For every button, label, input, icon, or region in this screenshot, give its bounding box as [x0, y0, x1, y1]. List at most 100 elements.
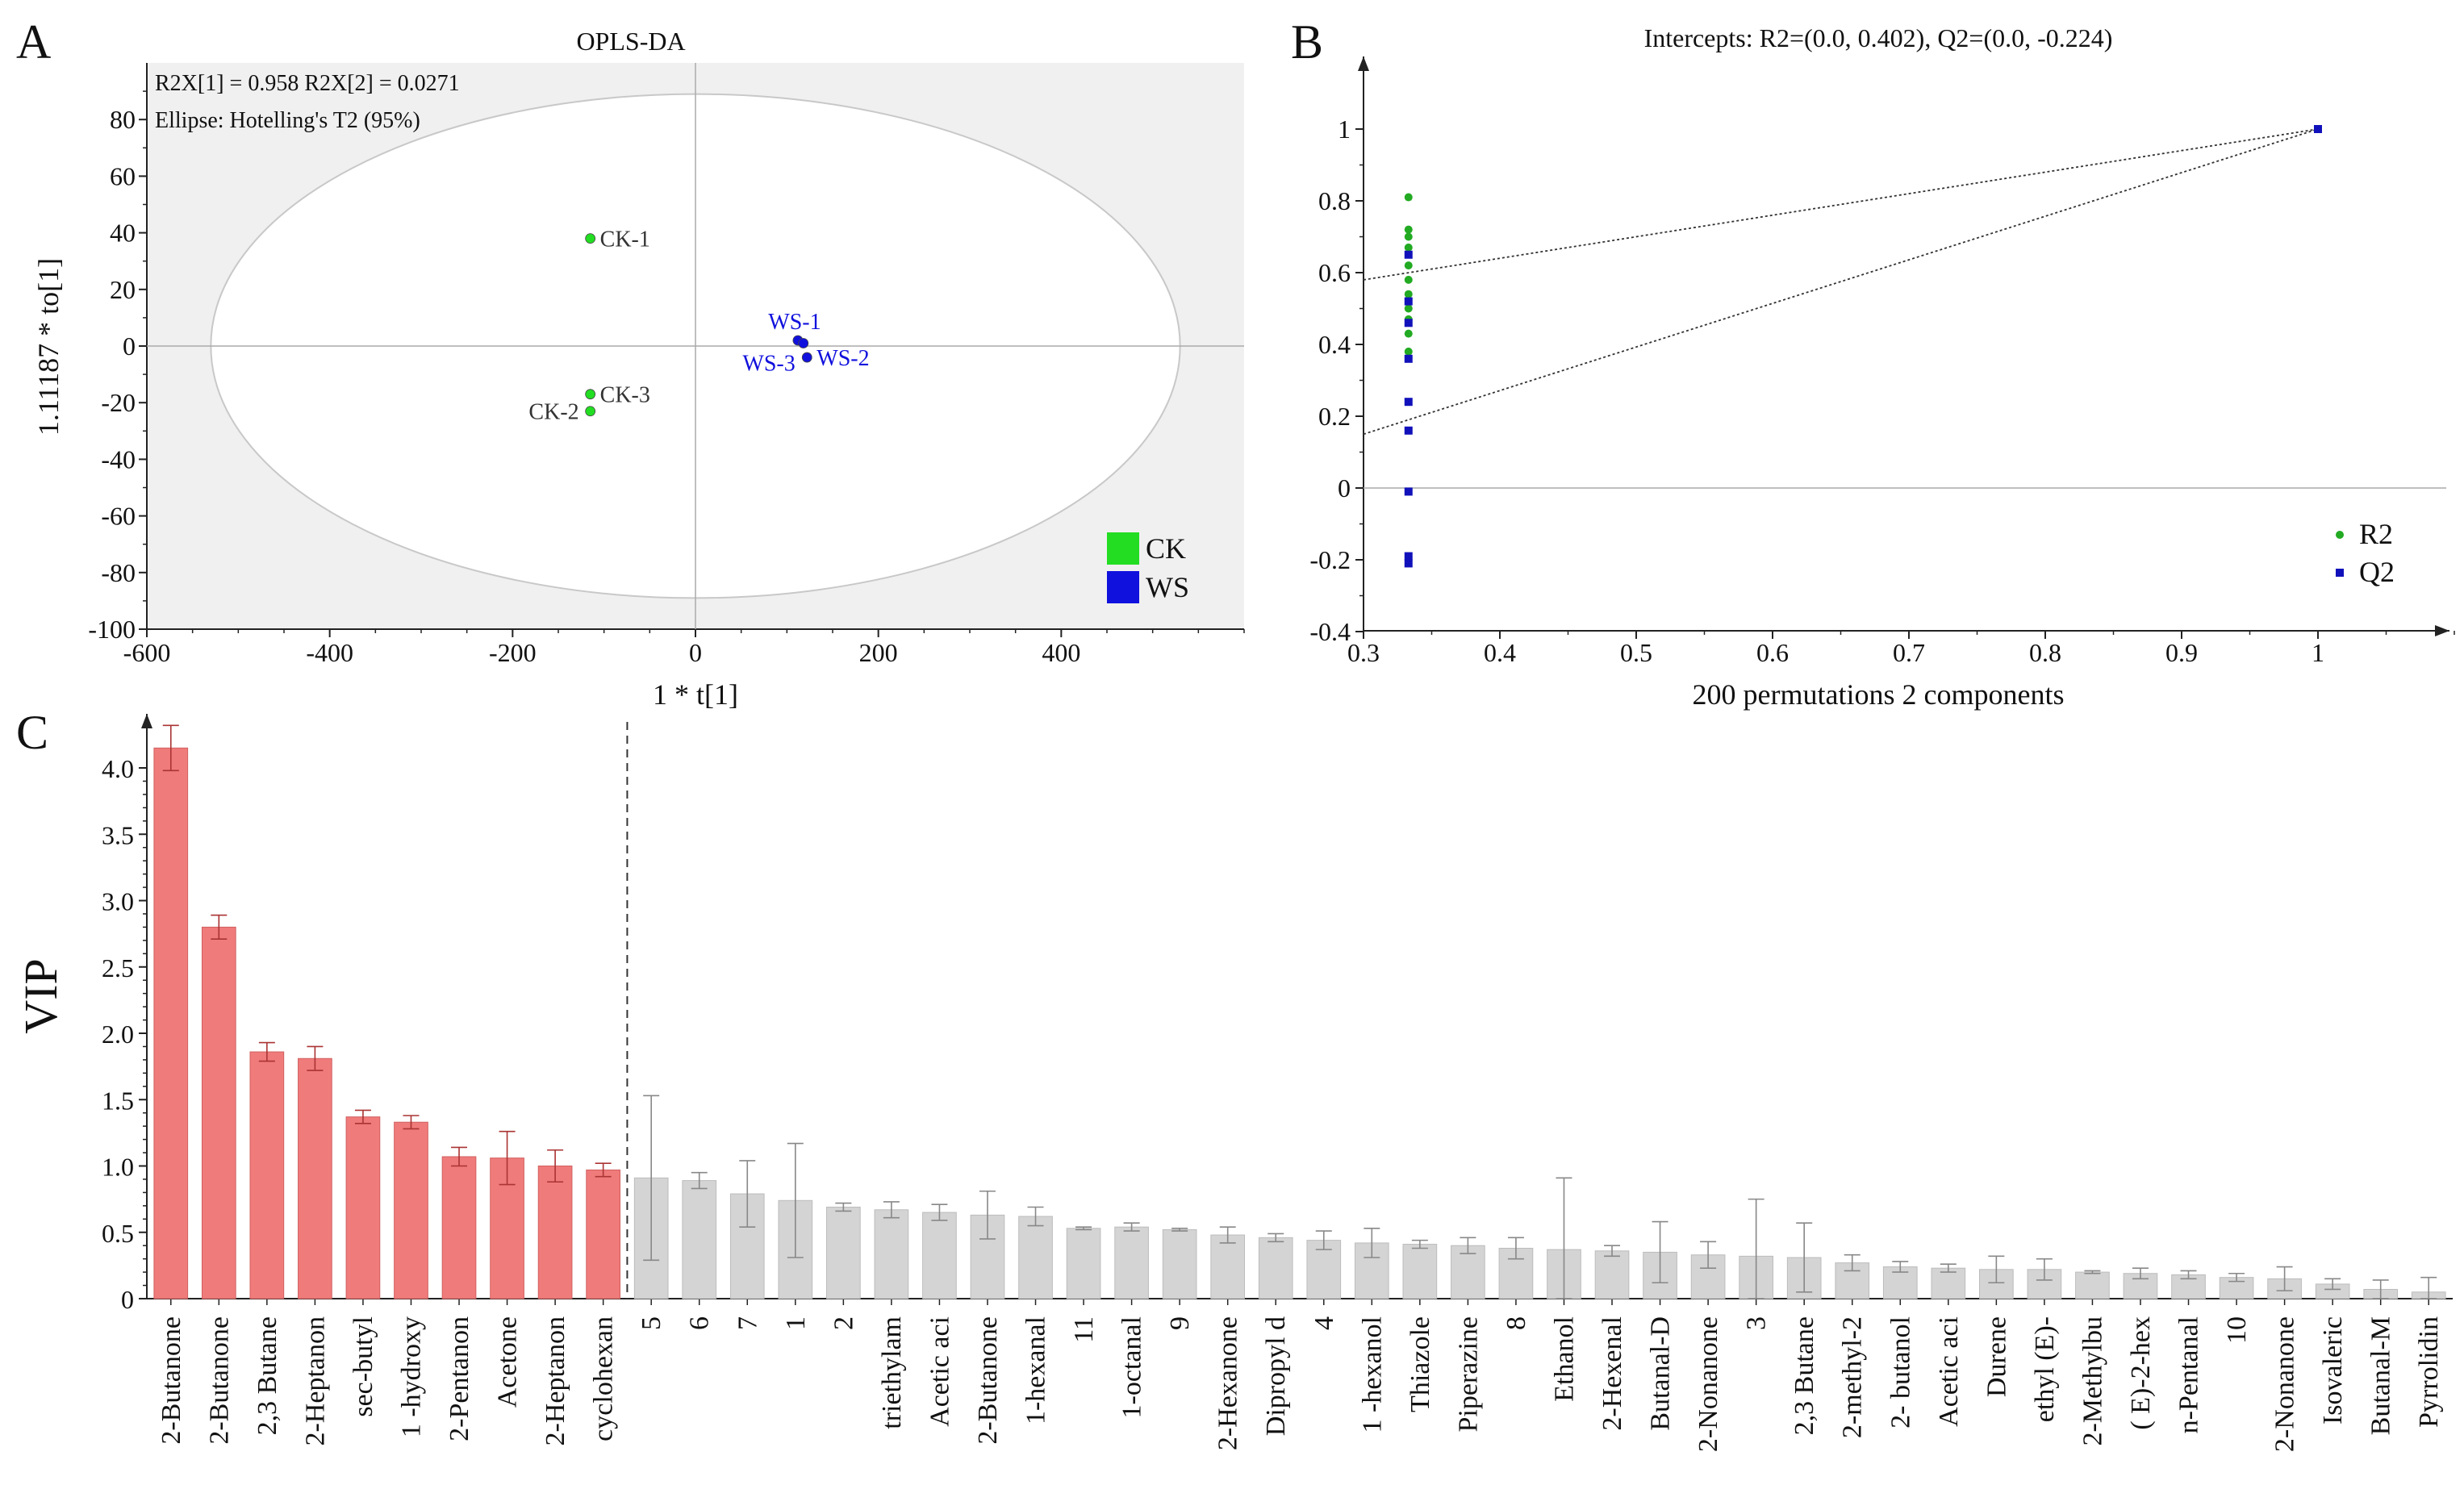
b-x-tick-label: 1 — [2312, 638, 2324, 667]
panel-a-y-label: 1.11187 * to[1] — [32, 258, 65, 436]
q2-point — [1404, 354, 1413, 363]
c-y-tick-label: 0.5 — [102, 1219, 134, 1248]
vip-bar — [537, 1166, 573, 1299]
y-tick-label: -60 — [101, 502, 136, 531]
vip-bar — [922, 1212, 957, 1299]
c-y-tick-label: 3.0 — [102, 887, 134, 916]
category-label: Acetone — [493, 1316, 523, 1408]
category-label: 2-Heptanon — [300, 1316, 330, 1446]
c-y-tick-label: 0 — [121, 1285, 134, 1314]
x-tick-label: -400 — [306, 638, 353, 667]
vip-bar — [826, 1206, 861, 1299]
y-tick-label: 60 — [110, 161, 136, 190]
panel-c-vip: VIP 0 0.5 1.0 1.5 2.0 2.5 3.0 3.5 4.0 2-Butanone… — [15, 714, 2453, 1452]
category-label: 1 -hydroxy — [396, 1316, 426, 1437]
panel-b-permutation: Intercepts: R2=(0.0, 0.402), Q2=(0.0, -0… — [1309, 23, 2455, 711]
category-label: cyclohexan — [589, 1316, 619, 1441]
c-y-tick-label: 1.0 — [102, 1153, 134, 1182]
category-label: sec-butyl — [349, 1316, 378, 1417]
category-label: 2,3 Butane — [253, 1316, 282, 1435]
r2-point — [1404, 193, 1413, 202]
vip-bar — [1931, 1267, 1966, 1299]
q2-point — [1404, 552, 1413, 561]
panel-c-bars — [153, 724, 2446, 1299]
b-y-tick-label: 0 — [1338, 473, 1351, 503]
legend-marker-r2 — [2336, 531, 2344, 539]
b-x-tick-label: 0.7 — [1893, 638, 1925, 667]
c-y-tick-label: 3.5 — [102, 820, 134, 849]
category-label: 5 — [637, 1316, 666, 1330]
vip-bar — [345, 1116, 381, 1299]
category-label: 6 — [685, 1316, 715, 1330]
b-y-tick-label: 0.2 — [1318, 402, 1351, 431]
category-label: ( E)-2-hex — [2126, 1316, 2156, 1430]
ck-point — [585, 233, 596, 244]
category-label: 4 — [1309, 1316, 1339, 1330]
category-label: 9 — [1165, 1316, 1195, 1330]
category-label: Piperazine — [1453, 1316, 1483, 1433]
c-y-tick-label: 1.5 — [102, 1086, 134, 1115]
category-label: 2-Butanone — [204, 1316, 234, 1445]
category-label: Butanal-M — [2366, 1316, 2396, 1435]
category-label: 2-Heptanon — [541, 1316, 570, 1446]
vip-bar — [153, 747, 189, 1299]
ws-point — [801, 352, 812, 363]
y-tick-label: 80 — [110, 105, 136, 134]
ck-point — [585, 389, 596, 400]
b-y-tick-label: 1 — [1338, 115, 1351, 144]
ws-point — [798, 338, 809, 348]
y-tick-label: 20 — [110, 275, 136, 304]
x-tick-label: -200 — [489, 638, 537, 667]
vip-bar — [1210, 1234, 1246, 1299]
panel-a-points: CK-1 CK-2 CK-3 WS-1 WS-3 WS-2 — [147, 63, 1244, 629]
r2-point — [1404, 275, 1413, 284]
x-tick-label: 200 — [859, 638, 898, 667]
q2-point — [1404, 319, 1413, 327]
vip-bar — [1594, 1250, 1630, 1299]
vip-bar — [874, 1209, 909, 1299]
b-x-tick-label: 0.5 — [1620, 638, 1652, 667]
legend-label-q2: Q2 — [2359, 556, 2395, 588]
panel-c-ticks: 0 0.5 1.0 1.5 2.0 2.5 3.0 3.5 4.0 — [102, 714, 2453, 1314]
vip-bar — [441, 1156, 477, 1299]
category-label: 8 — [1501, 1316, 1531, 1330]
panel-b-points — [1363, 125, 2322, 568]
vip-bar — [1114, 1226, 1149, 1299]
legend-label-ck: CK — [1146, 532, 1186, 565]
category-label: 2-Butanone — [973, 1316, 1003, 1445]
panel-letter-b: B — [1291, 15, 1323, 69]
vip-bar — [394, 1121, 428, 1299]
category-label: 2-Nonanone — [1693, 1316, 1723, 1452]
category-label: ethyl (E)- — [2030, 1316, 2060, 1422]
panel-a-x-label: 1 * t[1] — [653, 678, 738, 711]
category-label: 2-Butanone — [157, 1316, 186, 1445]
vip-bar — [2075, 1271, 2110, 1299]
q2-point — [1404, 297, 1413, 306]
q2-point — [1404, 487, 1413, 496]
vip-bar — [1018, 1216, 1053, 1299]
panel-a-annotation-r2x: R2X[1] = 0.958 R2X[2] = 0.0271 — [155, 71, 460, 96]
b-y-tick-label: 0.4 — [1318, 330, 1351, 359]
category-label: 1 -hexanol — [1357, 1316, 1387, 1433]
category-label: 2-Hexanone — [1213, 1316, 1243, 1450]
y-tick-label: 0 — [123, 332, 136, 361]
category-label: 2-Pentanon — [445, 1316, 474, 1441]
panel-c-y-label: VIP — [15, 958, 67, 1033]
b-y-tick-label: 0.6 — [1318, 258, 1351, 287]
r2-point — [1404, 290, 1413, 298]
regression-line-r2 — [1363, 128, 2319, 281]
category-label: 2-Nonanone — [2270, 1316, 2300, 1452]
category-label: 10 — [2222, 1316, 2252, 1344]
panel-c-category-labels: 2-Butanone 2-Butanone 2,3 Butane 2-Heptanon… — [157, 1316, 2444, 1452]
b-y-tick-label: -0.4 — [1309, 617, 1351, 646]
category-label: n-Pentanal — [2174, 1316, 2204, 1433]
category-label: 2-methyl-2 — [1838, 1316, 1868, 1438]
category-label: 1 — [781, 1316, 811, 1330]
category-label: 3 — [1742, 1316, 1772, 1330]
point-label: CK-3 — [600, 383, 650, 408]
category-label: Butanal-D — [1646, 1316, 1676, 1431]
panel-b-x-label: 200 permutations 2 components — [1693, 678, 2065, 711]
q2-point — [1404, 426, 1413, 435]
legend-swatch-ws — [1107, 571, 1139, 603]
